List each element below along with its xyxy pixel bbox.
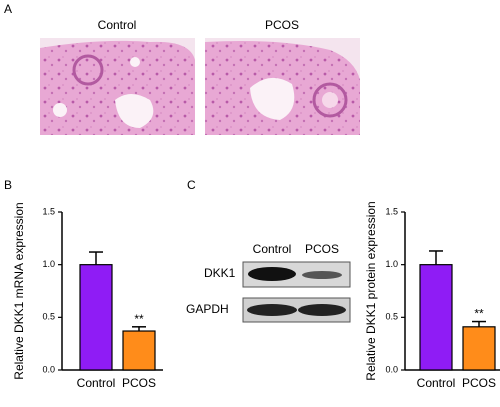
x-tick-label: Control	[417, 376, 456, 390]
significance: **	[134, 312, 144, 326]
significance: **	[474, 307, 484, 321]
x-tick-label: Control	[77, 376, 116, 390]
y-tick-label: 0.0	[385, 364, 398, 374]
panel-label: A	[4, 2, 12, 16]
lane-label: Control	[253, 242, 292, 256]
y-tick-label: 1.5	[385, 206, 398, 216]
image-label: Control	[98, 18, 137, 32]
panel-label: B	[4, 178, 12, 192]
bar	[462, 326, 496, 371]
y-axis-label: Relative DKK1 mRNA expression	[12, 202, 26, 379]
histology-image	[40, 38, 195, 135]
y-tick-label: 1.0	[42, 259, 55, 269]
blot	[242, 261, 351, 323]
x-tick-label: PCOS	[462, 376, 496, 390]
histology-image	[205, 38, 360, 135]
y-axis-label: Relative DKK1 protein expression	[364, 201, 378, 380]
y-tick-label: 0.0	[42, 364, 55, 374]
image-label: PCOS	[265, 18, 299, 32]
panel-label: C	[187, 178, 196, 192]
x-tick-label: PCOS	[122, 376, 156, 390]
y-tick-label: 0.5	[385, 312, 398, 322]
lane-label: PCOS	[305, 242, 339, 256]
y-tick-label: 1.0	[385, 259, 398, 269]
bar	[122, 330, 156, 371]
bar	[419, 264, 453, 371]
row-label: GAPDH	[186, 302, 229, 316]
y-tick-label: 0.5	[42, 312, 55, 322]
row-label: DKK1	[204, 266, 236, 280]
bar	[79, 264, 113, 371]
y-tick-label: 1.5	[42, 206, 55, 216]
